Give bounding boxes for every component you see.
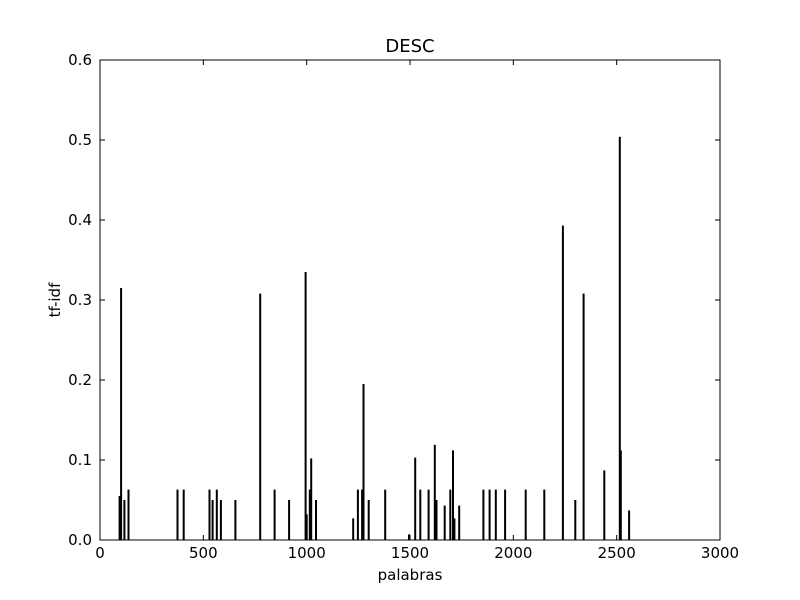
- y-axis-label: tf-idf: [46, 282, 64, 317]
- bar: [118, 496, 121, 540]
- bar: [494, 489, 497, 540]
- bar: [561, 225, 564, 540]
- bars-group: [118, 136, 631, 541]
- bar: [603, 470, 606, 540]
- bar: [458, 505, 461, 540]
- bar: [310, 458, 313, 540]
- bar: [433, 444, 436, 540]
- x-tick-label: 0: [95, 544, 105, 562]
- bar: [352, 518, 355, 540]
- bar: [435, 500, 438, 540]
- x-axis-label: palabras: [378, 566, 443, 584]
- bar: [208, 489, 211, 540]
- bar: [182, 489, 185, 540]
- bar: [273, 489, 276, 540]
- y-tick-label: 0.3: [68, 291, 92, 309]
- bar: [443, 505, 446, 540]
- bar: [419, 489, 422, 540]
- bar: [367, 500, 370, 540]
- x-tick-label: 1000: [288, 544, 326, 562]
- y-tick-label: 0.0: [68, 531, 92, 549]
- bar: [452, 450, 454, 540]
- x-tick-label: 500: [189, 544, 218, 562]
- bar: [308, 489, 311, 540]
- bar: [414, 457, 417, 540]
- y-tick-label: 0.6: [68, 51, 92, 69]
- x-tick-label: 2500: [598, 544, 636, 562]
- bar: [315, 500, 317, 540]
- bar: [362, 384, 365, 540]
- bar: [618, 136, 621, 541]
- bar: [211, 500, 214, 540]
- bar: [356, 489, 359, 540]
- bar: [619, 450, 622, 540]
- chart-title: DESC: [385, 36, 434, 57]
- y-tick-label: 0.2: [68, 371, 92, 389]
- bar: [574, 500, 577, 540]
- bar: [488, 489, 491, 540]
- y-tick-label: 0.5: [68, 131, 92, 149]
- bar: [453, 518, 456, 540]
- x-tick-label: 2000: [494, 544, 532, 562]
- bar: [176, 489, 179, 540]
- bar: [482, 489, 485, 540]
- bar: [543, 489, 546, 540]
- bar: [504, 489, 507, 540]
- plot-frame: [99, 59, 721, 541]
- bar: [259, 293, 262, 540]
- ticks-group: 0 500 1000 1500 2000 2500 3000 0.0 0.1 0.2 0.3 0.4 0…: [68, 51, 739, 562]
- bar: [123, 500, 126, 540]
- x-tick-label: 3000: [701, 544, 739, 562]
- bar: [219, 500, 222, 540]
- bar: [449, 489, 452, 540]
- bar: [582, 293, 585, 540]
- bar: [408, 534, 410, 540]
- bar: [305, 514, 308, 540]
- bar: [120, 288, 123, 540]
- x-tick-label: 1500: [391, 544, 429, 562]
- bar: [127, 489, 130, 540]
- bar: [215, 489, 218, 540]
- bar: [304, 272, 307, 540]
- bar: [384, 489, 387, 540]
- bar: [628, 510, 631, 540]
- bar: [524, 489, 527, 540]
- y-tick-label: 0.4: [68, 211, 92, 229]
- bar: [361, 489, 364, 540]
- bar: [427, 489, 430, 540]
- bar: [288, 500, 291, 540]
- y-tick-label: 0.1: [68, 451, 92, 469]
- bar: [234, 500, 237, 540]
